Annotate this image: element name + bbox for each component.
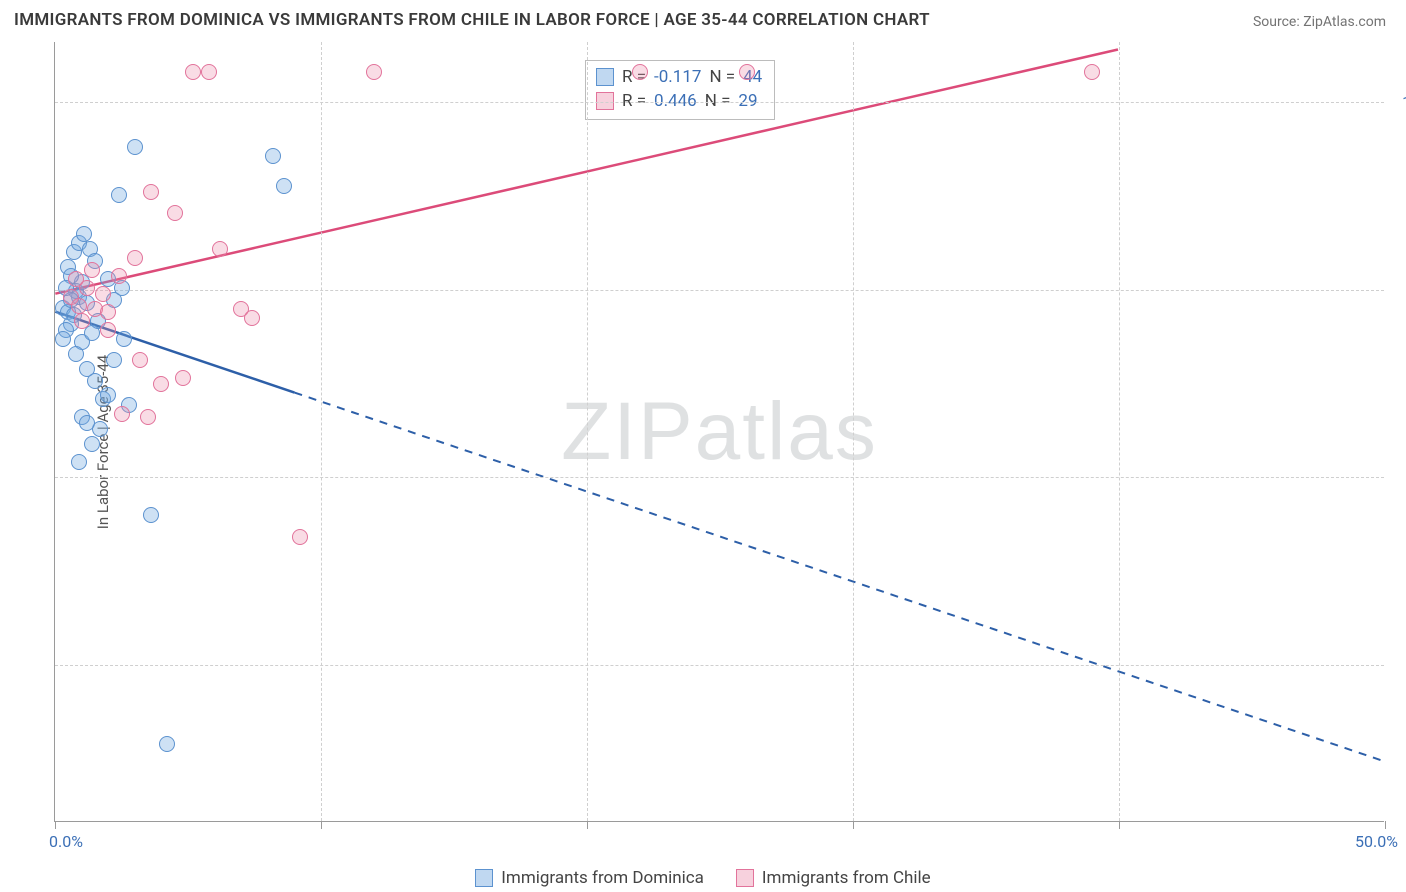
stats-swatch-chile	[596, 92, 614, 110]
watermark-thin: atlas	[695, 386, 878, 477]
stats-n-label: N =	[709, 65, 735, 89]
point-dominica	[143, 507, 159, 523]
gridline-h	[55, 477, 1384, 478]
point-dominica	[68, 346, 84, 362]
point-chile	[167, 205, 183, 221]
trend-lines-svg	[55, 42, 1384, 821]
y-tick-label: 62.5%	[1394, 655, 1406, 674]
point-chile	[244, 310, 260, 326]
stats-r-value: -0.117	[654, 65, 701, 89]
stats-r-value: 0.446	[654, 89, 697, 113]
x-tick	[1385, 821, 1386, 829]
point-chile	[201, 64, 217, 80]
point-chile	[84, 262, 100, 278]
gridline-v	[321, 42, 322, 821]
point-chile	[111, 268, 127, 284]
point-dominica	[106, 352, 122, 368]
point-chile	[632, 64, 648, 80]
source-attribution: Source: ZipAtlas.com	[1253, 14, 1386, 30]
header: IMMIGRANTS FROM DOMINICA VS IMMIGRANTS F…	[0, 0, 1406, 38]
point-chile	[292, 529, 308, 545]
legend-item-chile: Immigrants from Chile	[736, 868, 931, 888]
x-tick	[587, 821, 588, 829]
point-chile	[74, 313, 90, 329]
stats-row-chile: R = 0.446 N = 29	[596, 89, 762, 113]
x-tick	[853, 821, 854, 829]
point-chile	[185, 64, 201, 80]
gridline-h	[55, 665, 1384, 666]
y-tick-label: 100.0%	[1394, 93, 1406, 112]
stats-swatch-dominica	[596, 68, 614, 86]
stats-row-dominica: R = -0.117 N = 44	[596, 65, 762, 89]
point-dominica	[127, 139, 143, 155]
point-chile	[95, 286, 111, 302]
legend-label-dominica: Immigrants from Dominica	[501, 868, 704, 888]
point-dominica	[116, 331, 132, 347]
gridline-v	[587, 42, 588, 821]
watermark-bold: ZIP	[561, 386, 695, 477]
point-chile	[68, 271, 84, 287]
point-dominica	[111, 187, 127, 203]
legend: Immigrants from Dominica Immigrants from…	[0, 868, 1406, 888]
point-chile	[140, 409, 156, 425]
point-chile	[114, 406, 130, 422]
point-chile	[100, 322, 116, 338]
gridline-v	[853, 42, 854, 821]
point-dominica	[84, 436, 100, 452]
point-chile	[212, 241, 228, 257]
point-chile	[366, 64, 382, 80]
point-dominica	[87, 373, 103, 389]
point-dominica	[55, 331, 71, 347]
point-chile	[127, 250, 143, 266]
point-chile	[175, 370, 191, 386]
point-dominica	[159, 736, 175, 752]
point-chile	[132, 352, 148, 368]
legend-swatch-dominica	[475, 869, 493, 887]
y-tick-label: 75.0%	[1394, 468, 1406, 487]
legend-label-chile: Immigrants from Chile	[762, 868, 931, 888]
point-chile	[153, 376, 169, 392]
chart-container: In Labor Force | Age 35-44 ZIPatlas R = …	[22, 42, 1392, 842]
point-dominica	[76, 226, 92, 242]
chart-title: IMMIGRANTS FROM DOMINICA VS IMMIGRANTS F…	[14, 10, 930, 30]
point-dominica	[265, 148, 281, 164]
x-tick	[321, 821, 322, 829]
source-prefix: Source:	[1253, 14, 1303, 30]
point-chile	[143, 184, 159, 200]
stats-r-label: R =	[622, 89, 646, 113]
gridline-h	[55, 290, 1384, 291]
point-dominica	[276, 178, 292, 194]
x-tick-label: 0.0%	[49, 832, 83, 851]
x-tick	[55, 821, 56, 829]
source-link[interactable]: ZipAtlas.com	[1303, 14, 1386, 30]
watermark: ZIPatlas	[561, 385, 878, 479]
trend-line-dashed-dominica	[294, 393, 1383, 762]
x-tick	[1119, 821, 1120, 829]
point-chile	[739, 64, 755, 80]
plot-area: ZIPatlas R = -0.117 N = 44R = 0.446 N = …	[54, 42, 1384, 822]
point-dominica	[71, 454, 87, 470]
point-dominica	[79, 415, 95, 431]
stats-n-label: N =	[705, 89, 731, 113]
point-chile	[71, 298, 87, 314]
legend-swatch-chile	[736, 869, 754, 887]
stats-n-value: 29	[738, 89, 757, 113]
point-dominica	[100, 387, 116, 403]
x-tick-label: 50.0%	[1355, 832, 1398, 851]
point-chile	[100, 304, 116, 320]
y-tick-label: 87.5%	[1394, 280, 1406, 299]
point-chile	[1084, 64, 1100, 80]
gridline-v	[1119, 42, 1120, 821]
legend-item-dominica: Immigrants from Dominica	[475, 868, 704, 888]
gridline-h	[55, 102, 1384, 103]
